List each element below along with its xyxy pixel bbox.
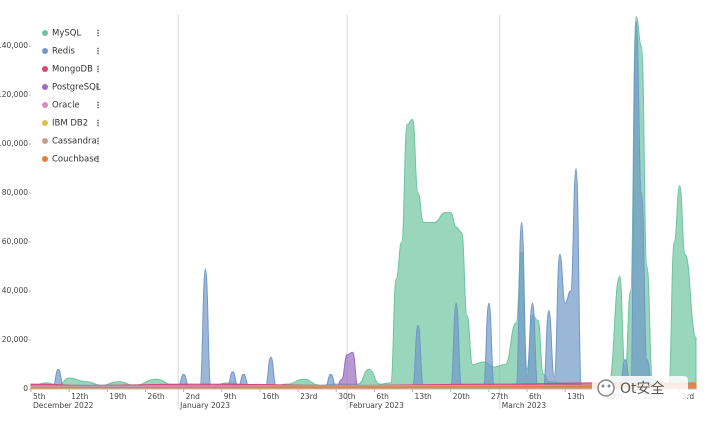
- axes: 0 20,000 40,000 60,000 80,000 100,000 120,000 1…: [0, 41, 696, 410]
- watermark-icon: [601, 384, 605, 388]
- x-tick-label: 16th: [262, 392, 279, 401]
- legend-marker[interactable]: [42, 102, 48, 108]
- y-tick-label: 80,000: [2, 188, 28, 197]
- legend: MySQL Redis MongoDB PostgreSQL Oracle IBM DB2…: [42, 29, 101, 165]
- legend-menu-dot[interactable]: [97, 88, 99, 91]
- legend-marker[interactable]: [42, 84, 48, 90]
- legend-label[interactable]: MySQL: [52, 29, 81, 39]
- x-tick-label: 13th: [415, 392, 432, 401]
- legend-menu-dot[interactable]: [97, 32, 99, 34]
- legend-menu-dot[interactable]: [97, 142, 99, 145]
- x-tick-label: 27th: [491, 392, 508, 401]
- y-tick-label: 0: [23, 384, 28, 393]
- y-tick-label: 100,000: [0, 139, 28, 148]
- legend-menu-dot[interactable]: [97, 52, 99, 55]
- y-tick-label: 140,000: [0, 41, 28, 50]
- x-tick-label: 9th: [224, 392, 237, 401]
- legend-menu-dot[interactable]: [97, 83, 99, 86]
- legend-menu-dot[interactable]: [97, 137, 99, 140]
- legend-menu-dot[interactable]: [97, 47, 99, 50]
- watermark-icon: [607, 384, 611, 388]
- legend-menu-dot[interactable]: [97, 106, 99, 109]
- legend-menu-dot[interactable]: [97, 122, 99, 124]
- x-tick-label: 6th: [376, 392, 389, 401]
- y-tick-label: 60,000: [2, 237, 28, 246]
- legend-menu-dot[interactable]: [97, 158, 99, 160]
- watermark-text: Ot安全: [620, 380, 665, 397]
- legend-menu-dot[interactable]: [97, 140, 99, 142]
- watermark-icon: [597, 379, 615, 397]
- legend-menu-dot[interactable]: [97, 34, 99, 37]
- x-tick-label: 5th: [33, 392, 46, 401]
- month-label: February 2023: [349, 401, 404, 410]
- legend-menu-dot[interactable]: [97, 119, 99, 122]
- watermark: Ot安全: [592, 376, 688, 400]
- watermark-bg: [592, 376, 688, 400]
- legend-menu-dot[interactable]: [97, 155, 99, 158]
- legend-label[interactable]: MongoDB: [52, 65, 93, 75]
- x-tick-label: 30th: [338, 392, 355, 401]
- legend-menu-dot[interactable]: [97, 68, 99, 70]
- month-label: March 2023: [502, 401, 547, 410]
- legend-menu-dot[interactable]: [97, 160, 99, 163]
- y-tick-label: 20,000: [2, 335, 28, 344]
- legend-menu-dot[interactable]: [97, 50, 99, 52]
- legend-label[interactable]: Couchbase: [52, 155, 99, 165]
- x-tick-label: 12th: [71, 392, 88, 401]
- x-tick-label: 13th: [567, 392, 584, 401]
- legend-marker[interactable]: [42, 66, 48, 72]
- x-tick-label: 23rd: [300, 392, 317, 401]
- legend-label[interactable]: PostgreSQL: [52, 83, 101, 93]
- legend-menu-dot[interactable]: [97, 124, 99, 127]
- legend-menu-dot[interactable]: [97, 104, 99, 106]
- month-label: January 2023: [179, 401, 230, 410]
- legend-label[interactable]: IBM DB2: [52, 119, 88, 129]
- legend-marker[interactable]: [42, 48, 48, 54]
- legend-menu-dot[interactable]: [97, 29, 99, 32]
- legend-marker[interactable]: [42, 30, 48, 36]
- x-tick-label: 3rd: [682, 392, 695, 401]
- x-tick-label: 20th: [453, 392, 470, 401]
- y-tick-label: 120,000: [0, 90, 28, 99]
- legend-label[interactable]: Redis: [52, 47, 76, 57]
- month-label: December 2022: [33, 401, 94, 410]
- x-tick-label: 2nd: [186, 392, 201, 401]
- legend-marker[interactable]: [42, 138, 48, 144]
- legend-label[interactable]: Cassandra: [52, 137, 97, 147]
- areas: [30, 16, 697, 390]
- legend-menu-dot[interactable]: [97, 65, 99, 68]
- legend-marker[interactable]: [42, 120, 48, 126]
- legend-menu-dot[interactable]: [97, 101, 99, 104]
- legend-menu-dot[interactable]: [97, 86, 99, 88]
- x-tick-label: 26th: [147, 392, 164, 401]
- y-tick-label: 40,000: [2, 286, 28, 295]
- legend-menu-dot[interactable]: [97, 70, 99, 73]
- x-tick-label: 19th: [109, 392, 126, 401]
- legend-label[interactable]: Oracle: [52, 101, 80, 111]
- grid: [177, 15, 501, 409]
- legend-marker[interactable]: [42, 156, 48, 162]
- x-tick-label: 6th: [529, 392, 542, 401]
